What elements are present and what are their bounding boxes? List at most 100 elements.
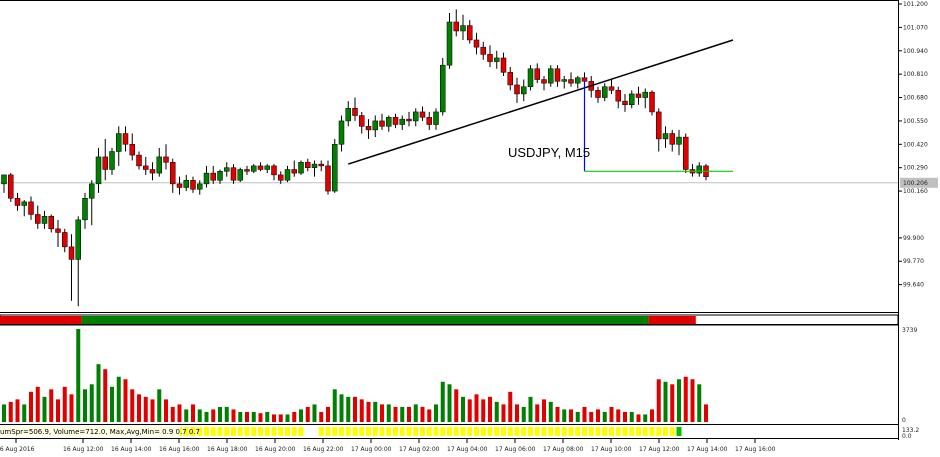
- volume-bar: [488, 396, 492, 422]
- time-axis: 16 Aug 2016 16 Aug 12:00 16 Aug 14:00 16 Au…: [0, 439, 776, 453]
- volume-bar: [427, 409, 432, 422]
- bull-candle-body: [183, 180, 189, 188]
- candle: [453, 9, 459, 37]
- volume-bar: [258, 413, 263, 422]
- spread-cell: [548, 427, 554, 436]
- spread-cell: [690, 427, 695, 436]
- volume-panel: 3739 0: [0, 324, 917, 425]
- spread-cell: [453, 427, 459, 436]
- volume-bar: [373, 401, 378, 422]
- candle: [156, 147, 162, 177]
- status-scale-top: 133.2: [902, 427, 919, 434]
- time-tick-label: 17 Aug 10:00: [591, 446, 632, 453]
- candle: [136, 151, 142, 170]
- candle: [14, 192, 21, 211]
- bear-candle-body: [473, 39, 480, 48]
- bull-candle-body: [446, 21, 453, 66]
- candle: [8, 173, 14, 202]
- bull-candle-body: [116, 133, 122, 152]
- volume-bar: [629, 411, 634, 422]
- candle: [82, 192, 88, 229]
- current-price-label-bg: [900, 177, 938, 188]
- candle: [521, 79, 527, 102]
- candle: [278, 171, 284, 184]
- candle: [399, 115, 405, 130]
- candle: [237, 167, 243, 183]
- volume-bar: [211, 409, 216, 422]
- bear-candle-body: [163, 156, 169, 163]
- candle: [183, 174, 189, 192]
- candle: [190, 176, 196, 193]
- candle: [419, 106, 426, 121]
- volume-bar: [218, 406, 222, 422]
- bear-candle-body: [271, 165, 277, 176]
- bear-candle-body: [143, 165, 149, 170]
- time-tick-label: 16 Aug 12:00: [63, 446, 104, 453]
- spread-cell: [615, 427, 621, 436]
- volume-bar: [690, 379, 695, 422]
- bear-candle-body: [318, 163, 324, 167]
- volume-bar: [494, 401, 499, 422]
- spread-cell: [467, 427, 473, 436]
- time-tick-label: 17 Aug 14:00: [687, 446, 728, 453]
- bear-candle-body: [325, 165, 331, 192]
- bear-candle-body: [453, 21, 459, 32]
- volume-bar: [521, 406, 526, 422]
- spread-cell: [399, 427, 405, 436]
- spread-cell: [534, 427, 540, 436]
- candle: [116, 126, 122, 166]
- price-tick-label: 99.770: [903, 258, 924, 265]
- volume-bar: [353, 396, 357, 422]
- volume-bar: [569, 409, 573, 422]
- spread-cell: [258, 427, 263, 436]
- candle: [75, 216, 81, 307]
- volume-bar: [542, 399, 546, 422]
- spread-cell: [183, 427, 189, 436]
- bear-candle-body: [210, 172, 216, 181]
- candle: [89, 180, 95, 226]
- volume-bar: [616, 409, 621, 422]
- volume-bar: [103, 369, 108, 422]
- bear-candle-body: [359, 115, 365, 127]
- volume-bar: [49, 389, 54, 422]
- candle: [338, 115, 345, 152]
- candle: [163, 144, 169, 170]
- candle: [55, 219, 61, 247]
- volume-bar: [42, 396, 47, 422]
- spread-cell: [318, 427, 324, 436]
- bull-candle-body: [386, 117, 392, 127]
- bear-candle-body: [291, 169, 297, 174]
- bear-candle-body: [129, 144, 135, 156]
- volume-bar: [8, 401, 13, 422]
- trend-strip-segment-down: [0, 316, 82, 324]
- bull-candle-body: [399, 118, 405, 125]
- bull-candle-body: [1, 174, 7, 185]
- trendline[interactable]: [348, 39, 734, 165]
- volume-bar: [474, 394, 479, 422]
- volume-bar: [602, 411, 607, 422]
- candle: [507, 66, 513, 91]
- spread-cell: [622, 427, 628, 436]
- spread-cell: [386, 427, 392, 436]
- bear-candle-body: [305, 162, 311, 168]
- candle: [122, 126, 129, 152]
- spread-cell: [588, 427, 594, 436]
- bear-candle-body: [615, 90, 621, 102]
- candle: [210, 165, 216, 184]
- bear-candle-body: [608, 86, 615, 91]
- candle: [305, 158, 311, 172]
- spread-cell: [480, 427, 486, 436]
- bear-candle-body: [149, 169, 156, 174]
- volume-bar: [238, 411, 243, 422]
- bull-candle-body: [629, 93, 635, 105]
- spread-cell: [514, 427, 520, 436]
- bear-candle-body: [48, 216, 54, 230]
- bear-candle-body: [514, 84, 520, 95]
- candle: [284, 165, 291, 183]
- price-tick-label: 100.420: [903, 141, 928, 148]
- volume-bar: [197, 409, 202, 422]
- spread-cell: [271, 427, 277, 436]
- spread-cell: [406, 427, 412, 436]
- bear-candle-body: [62, 232, 68, 248]
